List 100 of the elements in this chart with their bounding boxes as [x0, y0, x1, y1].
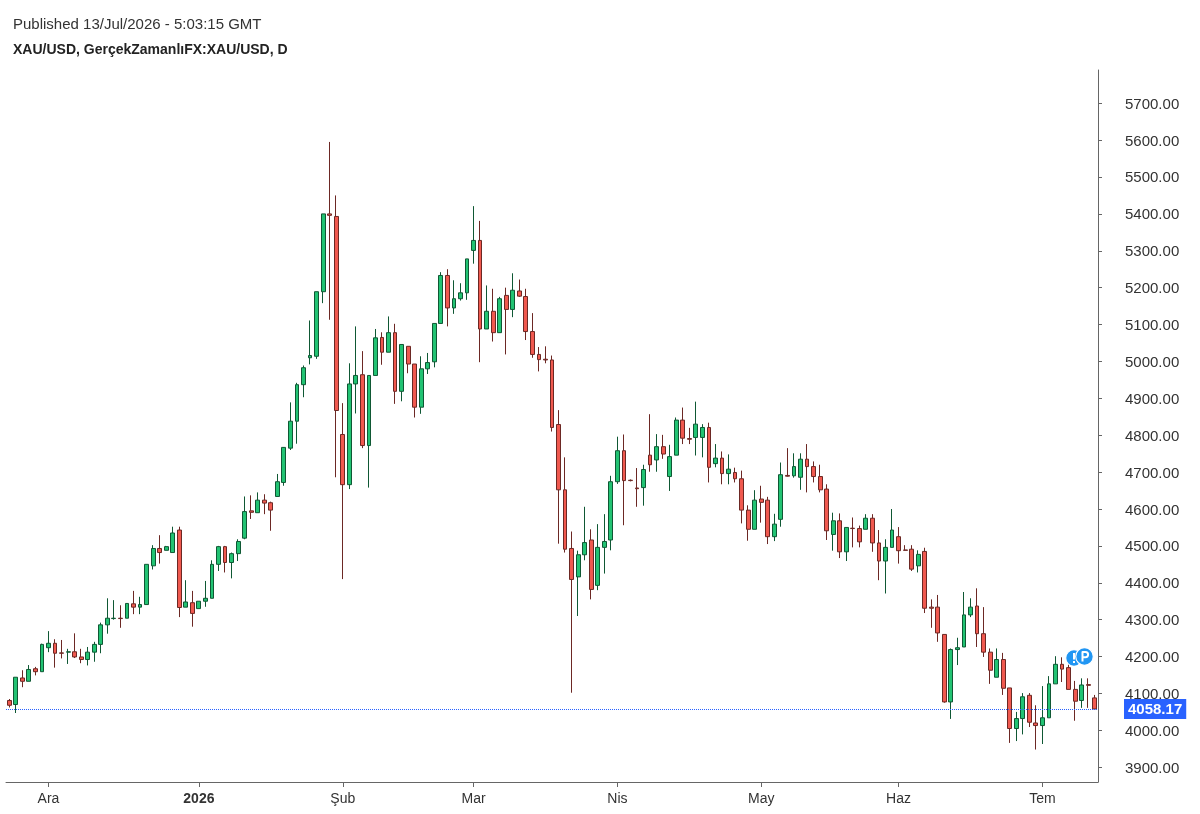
- x-tick-label: Şub: [330, 790, 356, 806]
- candlestick: [635, 467, 639, 508]
- y-tick-label: 5500.00: [1125, 168, 1180, 186]
- candlestick: [40, 643, 44, 673]
- candlestick: [491, 288, 496, 343]
- candlestick: [556, 409, 561, 545]
- y-tick-label: 4500.00: [1125, 537, 1180, 555]
- candlestick: [125, 602, 129, 619]
- candlestick: [46, 630, 51, 653]
- text: Published 13/Jul/2026 - 5:03:15 GMT: [13, 15, 262, 32]
- candlestick: [720, 450, 724, 485]
- y-tick-label: 4700.00: [1125, 463, 1180, 481]
- candlestick: [896, 526, 901, 565]
- candlestick: [726, 453, 731, 485]
- y-tick-label: 4600.00: [1125, 500, 1180, 518]
- candlestick: [569, 531, 574, 694]
- candlestick: [602, 513, 607, 575]
- candlestick: [988, 647, 993, 685]
- candlestick: [615, 436, 620, 485]
- candlestick: [1092, 694, 1097, 710]
- candlestick: [321, 213, 326, 304]
- candlestick: [661, 434, 666, 460]
- candlestick: [458, 282, 463, 302]
- candlestick: [942, 633, 947, 704]
- candlestick: [1040, 685, 1045, 745]
- candlestick: [805, 443, 809, 493]
- candlestick: [196, 600, 201, 610]
- candlestick: [792, 452, 796, 479]
- candlestick: [236, 538, 241, 562]
- ref-line-label: 4058.17: [1128, 700, 1183, 718]
- x-tick-label: May: [748, 790, 775, 806]
- candlestick: [203, 580, 208, 608]
- candlestick: [994, 647, 999, 678]
- chart-title: XAU/USD, GerçekZamanlıFX:XAU/USD, D: [13, 41, 288, 57]
- candlestick: [471, 205, 476, 265]
- candlestick: [367, 374, 371, 489]
- candlestick: [223, 545, 227, 573]
- candlestick: [968, 597, 973, 618]
- y-tick-label: 5700.00: [1125, 94, 1180, 112]
- candlestick: [72, 632, 77, 659]
- candlestick: [648, 413, 652, 473]
- y-tick-label: 4400.00: [1125, 574, 1180, 592]
- candlestick: [622, 433, 626, 526]
- candlestick: [151, 544, 156, 571]
- candlestick: [386, 315, 391, 353]
- x-tick-label: Tem: [1029, 790, 1056, 806]
- candlestick: [667, 444, 672, 492]
- candlestick: [452, 279, 456, 315]
- candlestick: [700, 423, 705, 458]
- candlestick: [877, 529, 881, 581]
- candlestick: [484, 284, 489, 330]
- candlestick: [373, 328, 378, 376]
- candlestick: [340, 402, 345, 580]
- candlestick: [314, 291, 319, 360]
- candlestick: [26, 664, 31, 682]
- y-tick-label: 4000.00: [1125, 721, 1180, 739]
- candlestick: [654, 433, 659, 473]
- candlestick: [20, 669, 25, 688]
- candlestick: [478, 220, 482, 363]
- y-tick-label: 4100.00: [1125, 684, 1180, 702]
- candlestick: [360, 350, 365, 449]
- x-tick-label: 2026: [183, 790, 215, 806]
- candlestick: [674, 417, 679, 456]
- candlestick: [693, 401, 698, 457]
- x-tick-label: Nis: [607, 790, 628, 806]
- candlestick: [857, 525, 862, 548]
- candlestick: [85, 646, 90, 666]
- x-tick-label: Ara: [37, 790, 60, 806]
- candlestick: [242, 495, 247, 540]
- candlestick: [831, 512, 836, 552]
- candlestick: [537, 346, 541, 372]
- candlestick: [733, 467, 737, 483]
- candlestick: [380, 331, 384, 366]
- candlestick: [778, 462, 783, 528]
- y-tick-label: 5600.00: [1125, 131, 1180, 149]
- candlestick: [138, 596, 142, 615]
- y-tick-label: 4200.00: [1125, 648, 1180, 666]
- candlestick: [1079, 677, 1084, 709]
- candlestick: [922, 547, 927, 614]
- candlestick: [301, 365, 306, 398]
- y-tick-label: 5200.00: [1125, 279, 1180, 297]
- candlestick: [811, 460, 816, 483]
- candlestick: [752, 489, 757, 530]
- candlestick: [641, 464, 646, 507]
- candlestick: [1053, 655, 1058, 685]
- candlestick: [157, 534, 162, 565]
- candlestick: [608, 475, 613, 551]
- candlestick: [66, 648, 71, 665]
- candlestick: [510, 272, 515, 318]
- candlestick: [785, 447, 790, 478]
- candlestick: [393, 323, 397, 405]
- candlestick: [1066, 663, 1071, 690]
- candlestick: [131, 590, 136, 615]
- candlestick: [210, 559, 214, 599]
- candlestick: [1060, 656, 1064, 683]
- candlestick: [118, 604, 123, 629]
- candlestick: [249, 494, 254, 520]
- candlestick: [399, 343, 404, 402]
- candlestick: [177, 526, 182, 618]
- candlestick: [229, 552, 234, 579]
